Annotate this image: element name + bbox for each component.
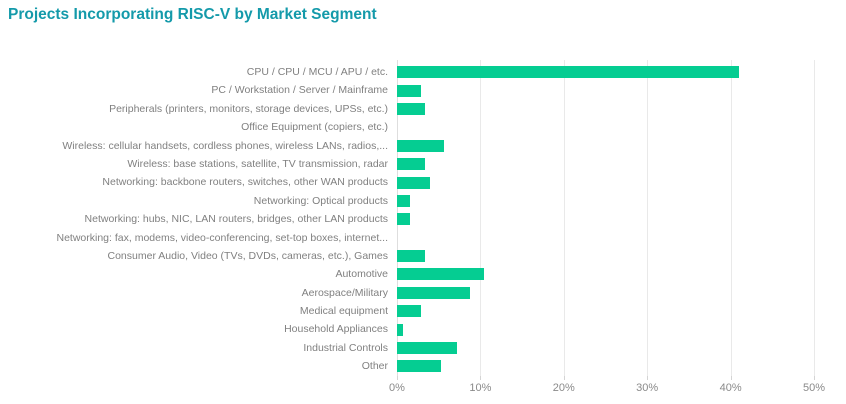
bar [397,360,442,373]
bar-track [397,100,814,118]
bar [397,194,411,207]
bar-track [397,247,814,265]
bar-track [397,265,814,283]
bar-row: Networking: backbone routers, switches, … [0,173,846,191]
bar-track [397,81,814,99]
bar-track [397,320,814,338]
bar-track [397,192,814,210]
x-tick-label: 20% [552,382,575,394]
bar-row: PC / Workstation / Server / Mainframe [0,81,846,99]
x-tick-label: 40% [719,382,742,394]
bar [397,102,426,115]
category-label: Automotive [335,268,388,281]
bar [397,176,430,189]
category-label: Peripherals (printers, monitors, storage… [109,102,388,115]
bar [397,286,471,299]
bar-row: CPU / CPU / MCU / APU / etc. [0,63,846,81]
bar [397,268,484,281]
category-label: Industrial Controls [303,341,388,354]
axis-tick [397,376,398,380]
bar-row: Office Equipment (copiers, etc.) [0,118,846,136]
bar [397,139,444,152]
bar [397,84,422,97]
bar-track [397,63,814,81]
category-label: Medical equipment [299,305,388,318]
category-label: Household Appliances [284,323,388,336]
bar-track [397,173,814,191]
bar [397,66,739,79]
bar-row: Automotive [0,265,846,283]
bar [397,213,411,226]
bar-rows: CPU / CPU / MCU / APU / etc. PC / Worksta… [0,63,846,376]
x-tick-label: 30% [636,382,659,394]
category-label: Wireless: base stations, satellite, TV t… [127,157,388,170]
category-label: Other [361,360,388,373]
bar-row: Consumer Audio, Video (TVs, DVDs, camera… [0,247,846,265]
x-tick-label: 50% [802,382,826,394]
x-tick-label: 0% [389,382,405,394]
bar-track [397,339,814,357]
x-tick-label: 10% [469,382,492,394]
bar-track [397,229,814,247]
category-label: Wireless: cellular handsets, cordless ph… [62,139,388,152]
bar-track [397,118,814,136]
category-label: Office Equipment (copiers, etc.) [241,121,388,134]
category-label: Consumer Audio, Video (TVs, DVDs, camera… [107,249,389,262]
bar-row: Household Appliances [0,320,846,338]
category-label: Networking: hubs, NIC, LAN routers, brid… [84,213,388,226]
axis-tick [563,376,565,380]
bar [397,342,458,355]
bar-row: Networking: Optical products [0,192,846,210]
axis-tick [647,376,649,380]
bar [397,305,422,318]
bar-row: Other [0,357,846,375]
bar-row: Networking: fax, modems, video-conferenc… [0,229,846,247]
bar [397,250,426,263]
bar-track [397,210,814,228]
bar-track [397,155,814,173]
bar-track [397,357,814,375]
bar [397,158,425,171]
bar-row: Networking: hubs, NIC, LAN routers, brid… [0,210,846,228]
category-label: Networking: backbone routers, switches, … [102,176,388,189]
bar-row: Medical equipment [0,302,846,320]
axis-tick [730,376,732,380]
category-label: CPU / CPU / MCU / APU / etc. [246,66,388,78]
category-label: Networking: Optical products [253,194,388,207]
bar [397,323,403,336]
category-label: Aerospace/Military [301,286,388,299]
chart-title: Projects Incorporating RISC-V by Market … [8,6,377,23]
bar-row: Aerospace/Military [0,284,846,302]
bar-track [397,302,814,320]
axis-tick [480,376,482,380]
axis-tick [814,376,815,380]
bar-track [397,284,814,302]
bar-track [397,137,814,155]
bar-row: Peripherals (printers, monitors, storage… [0,100,846,118]
category-label: Networking: fax, modems, video-conferenc… [56,231,389,244]
bar-row: Wireless: base stations, satellite, TV t… [0,155,846,173]
x-axis: 0% 10% 20% 30% 40% 50% [0,382,846,398]
bar-row: Wireless: cellular handsets, cordless ph… [0,137,846,155]
bar-row: Industrial Controls [0,339,846,357]
category-label: PC / Workstation / Server / Mainframe [211,84,388,97]
